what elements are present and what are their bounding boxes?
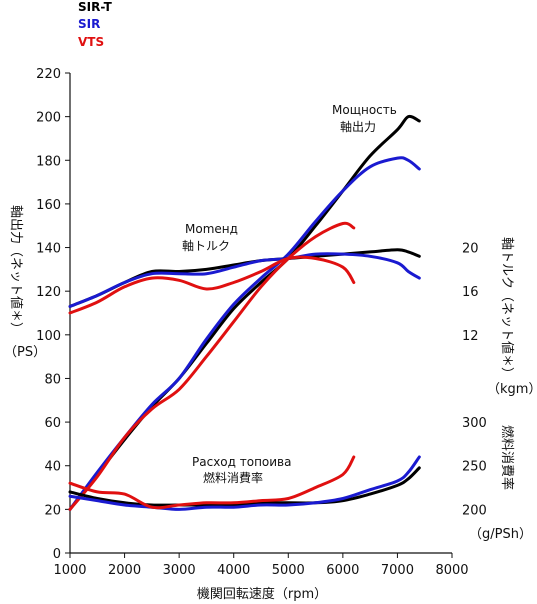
series-line-sir-torque xyxy=(68,252,421,308)
x-tick-label: 7000 xyxy=(381,563,414,578)
left-tick-label: 220 xyxy=(36,67,61,82)
left-tick-label: 200 xyxy=(36,111,61,126)
right-fuel-tick-label: 200 xyxy=(462,503,487,518)
left-tick-label: 160 xyxy=(36,198,61,213)
left-tick-label: 180 xyxy=(36,154,61,169)
series-line-vts-power xyxy=(68,221,356,511)
legend-entry-vts: VTS xyxy=(78,35,104,49)
right-axis-torque-unit: （kgm） xyxy=(487,382,537,397)
annotation-power-ru: Мощность xyxy=(332,103,397,117)
x-tick-label: 8000 xyxy=(435,563,468,578)
series-lines xyxy=(68,114,421,511)
right-fuel-tick-label: 300 xyxy=(462,416,487,431)
left-tick-label: 120 xyxy=(36,285,61,300)
annotation-power-jp: 軸出力 xyxy=(340,120,376,134)
left-axis-unit: （PS） xyxy=(4,345,46,360)
series-line-vts-fuel xyxy=(68,455,356,510)
left-tick-label: 140 xyxy=(36,242,61,257)
left-axis-label: 軸出力（ネット値＊） xyxy=(8,205,24,335)
annotation-torque-jp: 軸トルク xyxy=(182,239,230,253)
left-axis-ticks: 0 20 40 60 80 100 120 140 160 180 200 220 xyxy=(36,67,70,562)
left-tick-label: 40 xyxy=(44,460,61,475)
annotation-fuel-jp: 燃料消費率 xyxy=(203,470,263,485)
left-tick-label: 20 xyxy=(44,503,61,518)
right-axis-fuel-label: 燃料消費率 xyxy=(499,425,515,490)
series-line-sir-fuel xyxy=(68,455,421,511)
right-torque-tick-label: 16 xyxy=(462,285,479,300)
x-axis-ticks: 1000 2000 3000 4000 5000 6000 7000 8000 xyxy=(53,553,469,578)
right-torque-tick-label: 20 xyxy=(462,242,479,257)
annotation-fuel-ru: Расход топоива xyxy=(192,455,292,469)
x-tick-label: 2000 xyxy=(108,563,141,578)
right-axis-fuel-unit: （g/PSh） xyxy=(469,527,532,542)
left-tick-label: 0 xyxy=(53,547,61,562)
left-tick-label: 80 xyxy=(44,372,61,387)
legend-entry-sir-t: SIR-T xyxy=(78,0,113,14)
legend: SIR-T SIR VTS xyxy=(78,0,113,49)
annotation-torque-ru: Momенд xyxy=(185,222,238,236)
right-torque-tick-label: 12 xyxy=(462,329,479,344)
x-tick-label: 4000 xyxy=(217,563,250,578)
series-line-sir-t-fuel xyxy=(68,466,421,507)
left-tick-label: 100 xyxy=(36,329,61,344)
x-tick-label: 5000 xyxy=(272,563,305,578)
x-tick-label: 1000 xyxy=(53,563,86,578)
x-tick-label: 3000 xyxy=(163,563,196,578)
right-fuel-tick-label: 250 xyxy=(462,460,487,475)
x-tick-label: 6000 xyxy=(326,563,359,578)
series-line-sir-t-power xyxy=(68,114,421,511)
left-tick-label: 60 xyxy=(44,416,61,431)
right-axis-ticks: 12 16 20 200 250 300 xyxy=(462,242,487,519)
series-line-vts-torque xyxy=(68,255,356,315)
x-axis-label: 機関回転速度（rpm） xyxy=(197,586,327,602)
right-axis-torque-label: 軸トルク（ネット値＊） xyxy=(499,237,515,380)
legend-entry-sir: SIR xyxy=(78,17,100,31)
